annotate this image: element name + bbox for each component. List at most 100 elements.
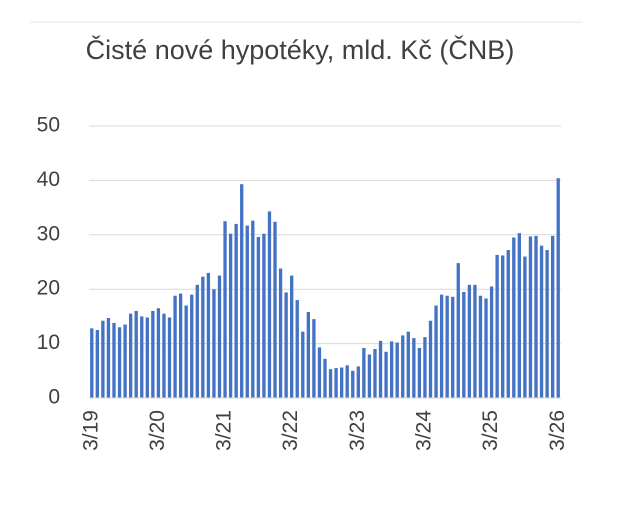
bar	[162, 313, 166, 398]
bar	[295, 300, 299, 398]
x-tick-label: 3/23	[346, 410, 369, 451]
bar	[151, 310, 155, 398]
bar	[273, 221, 277, 398]
y-tick-label: 0	[48, 386, 60, 409]
bar	[284, 292, 288, 398]
bar	[367, 354, 372, 398]
bar	[140, 316, 144, 398]
bar	[101, 320, 105, 398]
bar	[251, 220, 255, 398]
x-tick-label: 3/22	[279, 410, 302, 451]
bar	[240, 184, 244, 398]
bar	[417, 347, 422, 398]
bar	[217, 275, 222, 398]
bar	[228, 233, 233, 398]
y-tick-label: 20	[37, 277, 60, 300]
bar	[534, 235, 538, 398]
bar	[467, 284, 472, 398]
bar	[456, 263, 460, 398]
y-tick-label: 30	[37, 222, 60, 245]
bar	[134, 310, 138, 398]
bar	[267, 211, 272, 398]
bar	[389, 341, 394, 398]
bar	[523, 256, 527, 398]
bar	[462, 291, 466, 398]
bar	[201, 276, 205, 398]
bar	[384, 351, 388, 398]
bar	[184, 305, 188, 398]
bar	[206, 272, 211, 398]
bar	[328, 369, 333, 398]
x-tick-label: 3/24	[412, 410, 435, 451]
bar	[478, 295, 483, 398]
bar	[401, 335, 405, 398]
bar	[556, 178, 560, 398]
bar	[90, 328, 94, 398]
y-tick-label: 10	[37, 331, 60, 354]
bar	[156, 308, 161, 398]
x-tick-label: 3/19	[79, 410, 102, 451]
bar	[117, 327, 122, 398]
bar	[473, 284, 477, 398]
bar	[545, 250, 549, 398]
bar	[434, 305, 438, 398]
bar	[378, 340, 383, 398]
bar	[428, 320, 433, 398]
bar	[173, 295, 177, 398]
x-tick-label: 3/26	[546, 410, 569, 451]
y-tick-label: 40	[37, 168, 60, 191]
bar	[423, 337, 427, 398]
bar	[489, 286, 494, 398]
bar	[256, 236, 261, 398]
bar	[123, 324, 127, 398]
bar	[501, 255, 505, 398]
x-tick-label: 3/20	[146, 410, 169, 451]
bar	[301, 331, 305, 398]
bar	[512, 237, 516, 398]
bar	[334, 368, 338, 398]
bar	[345, 365, 349, 398]
bar	[234, 223, 238, 398]
x-tick-label: 3/21	[213, 410, 236, 451]
bar	[195, 284, 199, 398]
bar	[306, 312, 311, 398]
bar	[106, 318, 111, 398]
bar	[539, 245, 544, 398]
bar	[312, 319, 316, 398]
chart-title: Čisté nové hypotéky, mld. Kč (ČNB)	[85, 35, 515, 65]
bar	[245, 225, 249, 398]
bar	[190, 294, 194, 398]
bar	[528, 236, 533, 398]
bar	[395, 342, 399, 398]
bar	[262, 233, 266, 398]
bar	[373, 349, 377, 398]
bar	[551, 235, 555, 398]
bar	[451, 296, 455, 398]
bar	[167, 317, 172, 398]
bar	[484, 298, 488, 398]
x-tick-label: 3/25	[479, 410, 502, 451]
bar	[128, 313, 133, 398]
bar	[223, 221, 227, 398]
bar	[412, 338, 416, 398]
bar	[212, 289, 216, 398]
y-tick-label: 50	[37, 114, 60, 137]
bar	[495, 254, 499, 398]
bar	[112, 322, 116, 398]
bar	[356, 366, 360, 398]
bar	[290, 275, 294, 398]
bar	[439, 294, 444, 398]
bar	[145, 317, 149, 398]
bar	[351, 370, 355, 398]
bar	[517, 233, 522, 398]
bar	[278, 268, 283, 398]
bar	[362, 347, 366, 398]
bar	[95, 330, 99, 398]
bar	[339, 367, 344, 398]
bar	[445, 295, 449, 398]
bar	[406, 331, 410, 398]
bar	[317, 347, 322, 398]
bar	[506, 250, 510, 398]
